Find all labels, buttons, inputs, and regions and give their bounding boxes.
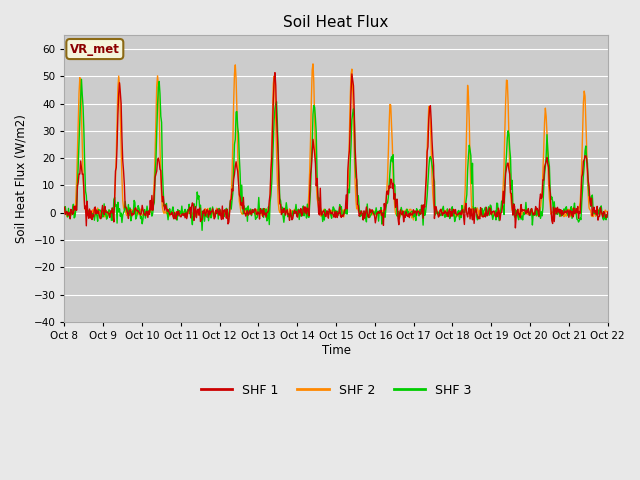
Y-axis label: Soil Heat Flux (W/m2): Soil Heat Flux (W/m2) <box>15 114 28 243</box>
Title: Soil Heat Flux: Soil Heat Flux <box>284 15 388 30</box>
Legend: SHF 1, SHF 2, SHF 3: SHF 1, SHF 2, SHF 3 <box>196 379 476 402</box>
X-axis label: Time: Time <box>321 344 351 357</box>
Text: VR_met: VR_met <box>70 43 120 56</box>
